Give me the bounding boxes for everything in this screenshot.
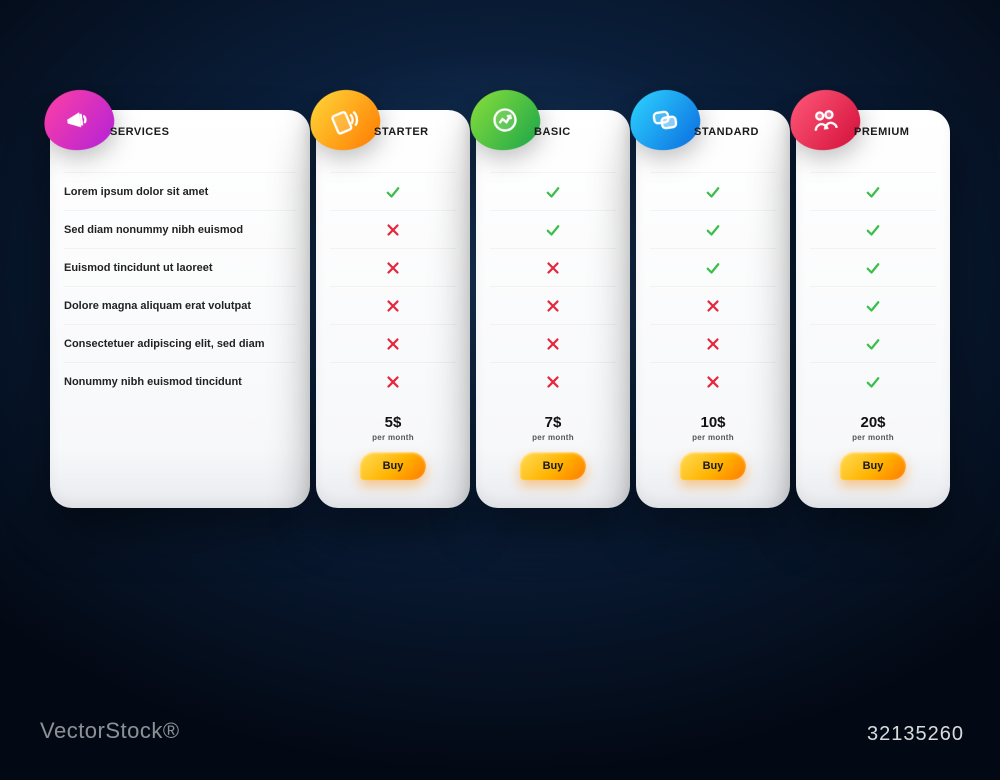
plan-basic: BASIC 7$ per month Buy: [476, 110, 630, 508]
cross-icon: [544, 297, 562, 315]
check-icon: [864, 335, 882, 353]
per-month-label: per month: [372, 433, 414, 442]
feature-label: Sed diam nonummy nibh euismod: [64, 210, 296, 248]
plan-title: STANDARD: [694, 126, 759, 138]
check-icon: [544, 183, 562, 201]
cross-icon: [384, 297, 402, 315]
services-title: SERVICES: [110, 126, 169, 138]
check-icon: [704, 183, 722, 201]
feature-label: Euismod tincidunt ut laoreet: [64, 248, 296, 286]
buy-button[interactable]: Buy: [840, 452, 906, 480]
watermark-text: VectorStock®: [40, 718, 180, 744]
check-icon: [704, 221, 722, 239]
plan-starter: STARTER 5$ per month Buy: [316, 110, 470, 508]
plan-title: STARTER: [374, 126, 429, 138]
check-icon: [864, 183, 882, 201]
cross-icon: [384, 373, 402, 391]
image-id-text: 32135260: [867, 723, 964, 746]
cross-icon: [544, 373, 562, 391]
check-icon: [864, 373, 882, 391]
plan-standard: STANDARD 10$ per month Buy: [636, 110, 790, 508]
feature-label: Lorem ipsum dolor sit amet: [64, 172, 296, 210]
check-icon: [384, 183, 402, 201]
buy-button[interactable]: Buy: [680, 452, 746, 480]
pricing-table: SERVICES Lorem ipsum dolor sit amet Sed …: [50, 110, 950, 508]
plan-price: 20$: [860, 414, 885, 431]
feature-label: Consectetuer adipiscing elit, sed diam: [64, 324, 296, 362]
check-icon: [864, 221, 882, 239]
buy-button[interactable]: Buy: [520, 452, 586, 480]
plan-premium: PREMIUM 20$ per month Buy: [796, 110, 950, 508]
megaphone-icon: [40, 85, 118, 154]
buy-button[interactable]: Buy: [360, 452, 426, 480]
team-icon: [786, 85, 864, 154]
plan-title: BASIC: [534, 126, 571, 138]
check-icon: [704, 259, 722, 277]
trend-arrow-icon: [466, 85, 544, 154]
cross-icon: [704, 335, 722, 353]
feature-label: Nonummy nibh euismod tincidunt: [64, 362, 296, 400]
cross-icon: [544, 259, 562, 277]
per-month-label: per month: [852, 433, 894, 442]
cross-icon: [704, 373, 722, 391]
check-icon: [544, 221, 562, 239]
chat-bubbles-icon: [626, 85, 704, 154]
cross-icon: [544, 335, 562, 353]
plan-price: 5$: [385, 414, 402, 431]
plan-title: PREMIUM: [854, 126, 909, 138]
services-column: SERVICES Lorem ipsum dolor sit amet Sed …: [50, 110, 310, 508]
per-month-label: per month: [532, 433, 574, 442]
plan-price: 7$: [545, 414, 562, 431]
per-month-label: per month: [692, 433, 734, 442]
check-icon: [864, 259, 882, 277]
check-icon: [864, 297, 882, 315]
cross-icon: [384, 335, 402, 353]
contactless-card-icon: [306, 85, 384, 154]
cross-icon: [704, 297, 722, 315]
cross-icon: [384, 221, 402, 239]
feature-label: Dolore magna aliquam erat volutpat: [64, 286, 296, 324]
cross-icon: [384, 259, 402, 277]
plan-price: 10$: [700, 414, 725, 431]
